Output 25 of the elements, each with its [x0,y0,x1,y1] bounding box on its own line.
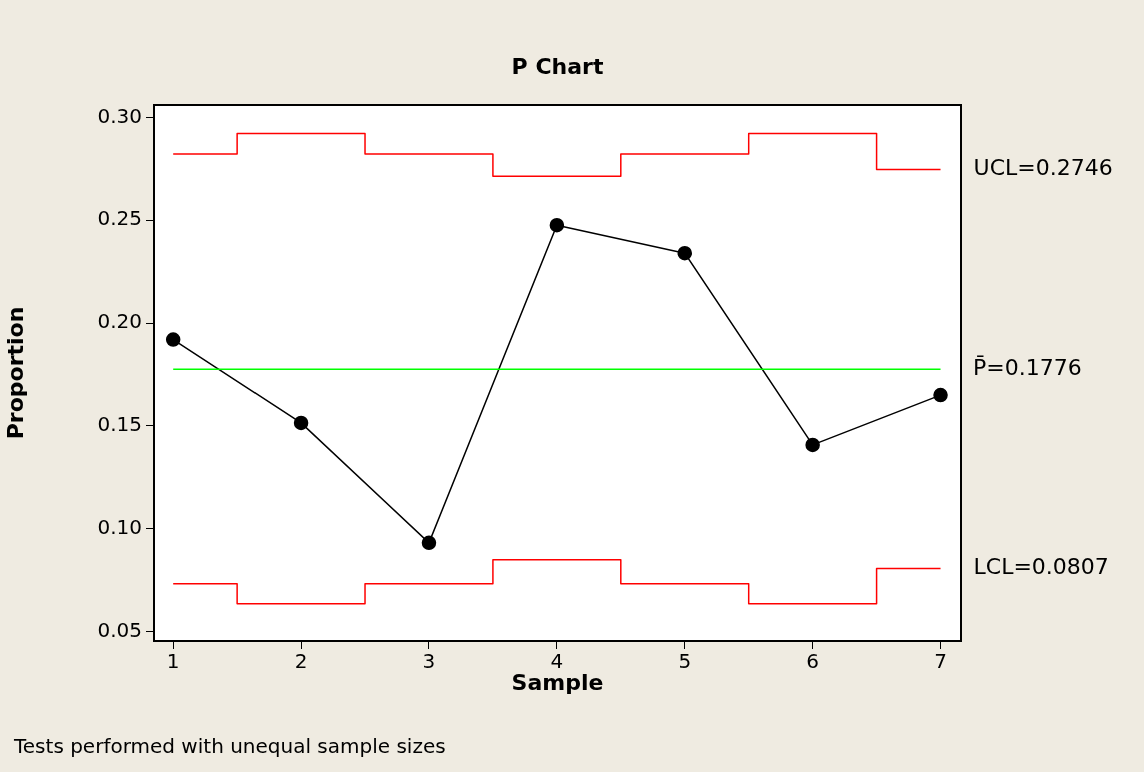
y-tick-label: 0.30 [97,103,142,128]
x-tick-label: 6 [806,649,820,674]
y-tick-label: 0.20 [97,309,142,334]
y-tick-label: 0.10 [97,515,142,540]
point [677,245,692,261]
text: Tests performed with unequal sample sizes [13,734,446,759]
x-tick-label: 5 [678,649,692,674]
point [421,535,437,551]
chart-title: P Chart [511,53,604,79]
annotation: LCL=0.0807 [973,554,1109,580]
point [165,332,181,347]
x-tick-label: 3 [422,649,436,674]
ref-line-label: P̄=0.1776 [973,354,1082,380]
point [933,387,948,403]
point [293,415,309,431]
x-tick-label: 2 [294,649,308,674]
y-tick-label: 0.25 [97,206,142,231]
annotation: UCL=0.2746 [973,155,1113,181]
x-tick-label: 7 [934,649,947,674]
y-tick-label: 0.15 [97,412,142,437]
point [805,437,820,453]
x-tick-label: 1 [166,649,180,674]
point [549,217,565,233]
y-tick-label: 0.05 [97,617,142,642]
y-axis-title: Proportion [2,306,28,440]
